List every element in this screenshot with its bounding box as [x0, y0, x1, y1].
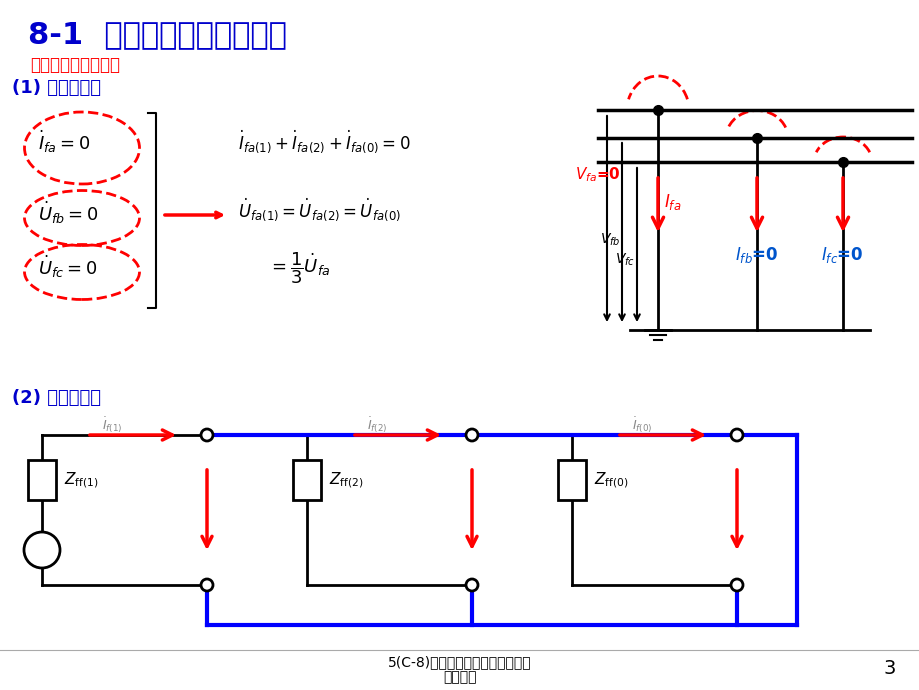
Circle shape [200, 429, 213, 441]
Text: $\dot{I}_{f(1)}$: $\dot{I}_{f(1)}$ [102, 415, 122, 435]
Bar [28, 460, 56, 500]
Circle shape [731, 429, 743, 441]
Text: $\dot{U}_{fb}=0$: $\dot{U}_{fb}=0$ [38, 200, 98, 226]
Text: $\dot{I}_{f(0)}$: $\dot{I}_{f(0)}$ [631, 415, 652, 435]
Text: −: − [37, 549, 51, 567]
Bar [292, 460, 321, 500]
Text: (2) 复合序网：: (2) 复合序网： [12, 389, 101, 407]
Text: $Z_{\rm ff(1)}$: $Z_{\rm ff(1)}$ [64, 470, 98, 490]
Text: 一、单相接地短路：: 一、单相接地短路： [30, 56, 119, 74]
Text: $Z_{\rm ff(0)}$: $Z_{\rm ff(0)}$ [594, 470, 628, 490]
Circle shape [200, 579, 213, 591]
Text: $Z_{\rm ff(2)}$: $Z_{\rm ff(2)}$ [329, 470, 363, 490]
Text: $=\dfrac{1}{3}\dot{U}_{fa}$: $=\dfrac{1}{3}\dot{U}_{fa}$ [267, 250, 330, 286]
Text: $\dot{I}_{fa(1)}+\dot{I}_{fa(2)}+\dot{I}_{fa(0)}=0$: $\dot{I}_{fa(1)}+\dot{I}_{fa(2)}+\dot{I}… [238, 128, 410, 155]
Text: 湖南大学: 湖南大学 [443, 670, 476, 684]
Text: $V_{fa}$=0: $V_{fa}$=0 [574, 166, 620, 184]
Bar [558, 460, 585, 500]
Text: 3: 3 [883, 658, 895, 678]
Circle shape [466, 579, 478, 591]
Circle shape [24, 532, 60, 568]
Text: $I_{fc}$=0: $I_{fc}$=0 [820, 245, 863, 265]
Text: $\dot{U}_{fa(1)}=\dot{U}_{fa(2)}=\dot{U}_{fa(0)}$: $\dot{U}_{fa(1)}=\dot{U}_{fa(2)}=\dot{U}… [238, 197, 401, 224]
Circle shape [466, 429, 478, 441]
Text: $V_{fb}$: $V_{fb}$ [599, 232, 620, 248]
Text: (1) 边界条件：: (1) 边界条件： [12, 79, 101, 97]
Text: $\dot{I}_{fa}=0$: $\dot{I}_{fa}=0$ [38, 129, 90, 155]
Text: $\dot{I}_{f(2)}$: $\dot{I}_{f(2)}$ [367, 415, 387, 435]
Text: $\dot{U}_{fc}=0$: $\dot{U}_{fc}=0$ [38, 254, 97, 280]
Text: 5(C-8)不对称故障分析－电力系统: 5(C-8)不对称故障分析－电力系统 [388, 655, 531, 669]
Text: $V_{fc}$: $V_{fc}$ [614, 252, 634, 268]
Text: +: + [37, 536, 49, 550]
Text: $I_{fa}$: $I_{fa}$ [664, 192, 681, 212]
Circle shape [731, 579, 743, 591]
Text: 8-1  简单不对称短路的分析: 8-1 简单不对称短路的分析 [28, 21, 287, 50]
Text: $I_{fb}$=0: $I_{fb}$=0 [734, 245, 777, 265]
